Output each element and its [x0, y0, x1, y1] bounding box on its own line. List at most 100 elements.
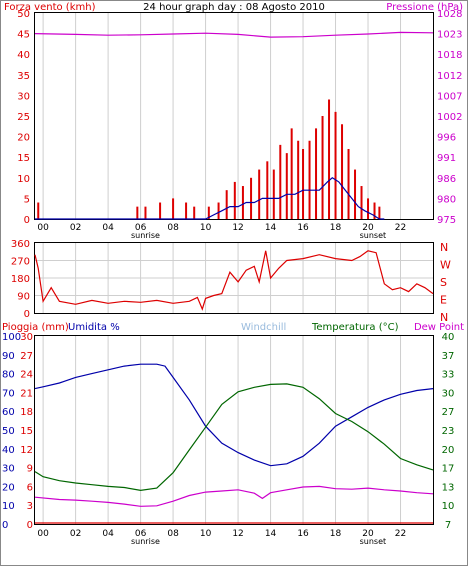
temperature-y-tick-label: 23	[442, 426, 455, 437]
wind-y-tick-label: 5	[24, 194, 30, 205]
x-tick-label: 18	[330, 223, 342, 233]
dewpoint-label: Dew Point	[414, 322, 464, 333]
direction-grid	[35, 243, 433, 313]
wind-y-ticks: 0 5 10 15 20 25 30 35 40 45 50	[17, 9, 30, 226]
temperature-y-ticks: 7 10 13 17 20 23 27 30 33 37 40	[442, 332, 455, 531]
pressure-y-tick-label: 1007	[437, 91, 462, 102]
x-tick-label: 02	[70, 529, 81, 539]
wind-y-tick-label: 40	[17, 50, 30, 61]
direction-degree-label: 90	[17, 292, 30, 303]
direction-degree-label: 180	[11, 274, 30, 285]
x-tick-label: 08	[167, 529, 179, 539]
rain-axis-label: Pioggia (mm)	[2, 322, 69, 333]
temperature-y-tick-label: 37	[442, 351, 455, 362]
direction-degree-label: 270	[11, 257, 30, 268]
wind-y-tick-label: 15	[17, 153, 30, 164]
temperature-humidity-panel: Pioggia (mm) Umidita % Windchill Tempera…	[2, 322, 464, 546]
x-tick-label: 14	[265, 223, 277, 233]
temperature-y-tick-label: 20	[442, 445, 455, 456]
pressure-y-tick-label: 991	[437, 153, 456, 164]
dewpoint-line	[34, 485, 434, 507]
wind-axis-label: Forza vento (kmh)	[4, 2, 96, 13]
pressure-y-ticks: 975 980 986 991 996 1002 1007 1012 1018 1023 1028	[437, 9, 462, 226]
temperature-y-tick-label: 10	[442, 501, 455, 512]
x-tick-label: 16	[297, 223, 309, 233]
x-tick-label: 22	[395, 529, 406, 539]
x-tick-label: 00	[37, 529, 49, 539]
x-tick-label: 08	[167, 223, 179, 233]
humidity-y-tick-label: 20	[2, 482, 15, 493]
rain-y-tick-label: 3	[27, 501, 33, 512]
humidity-y-ticks: 0 10 20 30 40 50 60 70 80 90 100	[2, 332, 21, 531]
wind-y-tick-label: 25	[17, 112, 30, 123]
sunrise-label: sunrise	[131, 231, 160, 240]
wind-y-tick-label: 45	[17, 30, 30, 41]
rain-y-tick-label: 15	[20, 426, 33, 437]
x-tick-label: 06	[135, 223, 147, 233]
temperature-y-tick-label: 27	[442, 407, 455, 418]
humidity-line	[34, 363, 434, 467]
x-tick-label: 20	[362, 223, 374, 233]
humidity-y-tick-label: 90	[2, 351, 15, 362]
x-tick-label: 22	[395, 223, 406, 233]
temperature-series	[34, 363, 434, 524]
direction-degree-label: 0	[24, 309, 30, 320]
direction-degree-label: 360	[11, 239, 30, 250]
humidity-y-tick-label: 70	[2, 388, 15, 399]
rain-y-tick-label: 6	[27, 482, 33, 493]
humidity-y-tick-label: 10	[2, 501, 15, 512]
temperature-line	[34, 383, 434, 492]
humidity-axis-label: Umidita %	[68, 322, 120, 333]
pressure-line	[34, 31, 434, 38]
rain-y-tick-label: 30	[20, 332, 33, 343]
wind-y-tick-label: 30	[17, 91, 30, 102]
pressure-y-tick-label: 980	[437, 194, 456, 205]
humidity-y-tick-label: 50	[2, 426, 15, 437]
temperature-plot-area	[34, 335, 434, 525]
pressure-axis-label: Pressione (hPa)	[386, 2, 463, 13]
compass-label: N	[440, 311, 448, 324]
compass-label: S	[440, 276, 447, 289]
humidity-y-tick-label: 100	[2, 332, 21, 343]
temperature-y-tick-label: 17	[442, 464, 455, 475]
compass-label: E	[440, 294, 447, 307]
pressure-y-tick-label: 1012	[437, 71, 462, 82]
wind-pressure-panel: Forza vento (kmh) 24 hour graph day : 08…	[4, 2, 463, 240]
wind-direction-line	[34, 250, 434, 311]
rain-y-tick-label: 21	[20, 388, 33, 399]
sunrise-label-bottom: sunrise	[131, 537, 160, 546]
x-tick-label: 18	[330, 529, 342, 539]
temperature-y-tick-label: 13	[442, 482, 455, 493]
wind-y-tick-label: 0	[24, 215, 30, 226]
humidity-y-tick-label: 60	[2, 407, 15, 418]
wind-series	[34, 31, 434, 220]
pressure-y-tick-label: 1018	[437, 50, 462, 61]
x-tick-label: 04	[102, 223, 114, 233]
humidity-y-tick-label: 30	[2, 464, 15, 475]
rain-y-tick-label: 24	[20, 370, 33, 381]
x-tick-label: 00	[37, 223, 49, 233]
temperature-grid	[42, 336, 402, 524]
rain-y-tick-label: 27	[20, 351, 33, 362]
pressure-y-tick-label: 986	[437, 174, 456, 185]
rain-y-ticks: 0 3 6 9 12 15 18 21 24 27 30	[20, 332, 33, 531]
x-tick-label: 06	[135, 529, 147, 539]
x-tick-label: 10	[200, 223, 212, 233]
x-tick-label: 20	[362, 529, 374, 539]
wind-y-tick-label: 10	[17, 174, 30, 185]
pressure-y-tick-label: 975	[437, 215, 456, 226]
rain-y-tick-label: 0	[27, 520, 33, 531]
compass-label: W	[440, 259, 451, 272]
temperature-x-ticks: 00 02 04 06 08 10 12 14 16 18 20 22	[37, 529, 406, 539]
temperature-axis-label: Temperatura (°C)	[311, 322, 399, 333]
rain-y-tick-label: 9	[27, 464, 33, 475]
compass-label: N	[440, 241, 448, 254]
rain-y-tick-label: 12	[20, 445, 33, 456]
temperature-y-tick-label: 33	[442, 370, 455, 381]
pressure-y-tick-label: 1028	[437, 9, 462, 20]
chart-title: 24 hour graph day : 08 Agosto 2010	[143, 2, 325, 13]
windchill-label: Windchill	[241, 322, 286, 333]
